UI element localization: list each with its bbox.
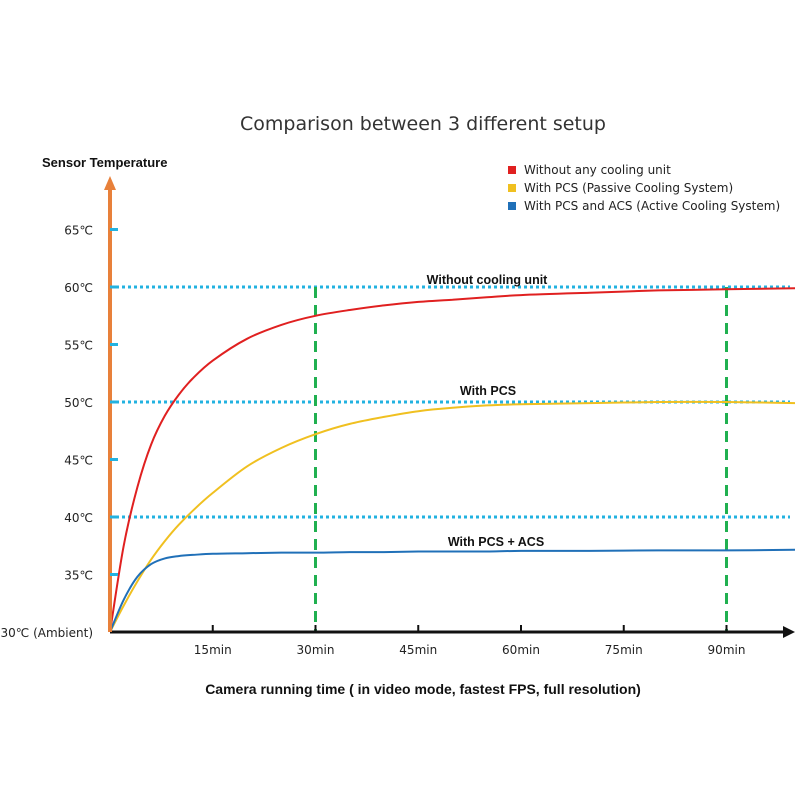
chart-title: Comparison between 3 different setup (240, 113, 606, 135)
x-axis-arrow (783, 626, 795, 638)
reference-labels: Without cooling unit With PCS With PCS + A… (427, 273, 549, 549)
x-ticks: 15min 30min 45min 60min 75min 90min (194, 625, 746, 657)
x-tick-label-0: 15min (194, 643, 232, 657)
y-tick-label-0: 30℃ (Ambient) (1, 626, 93, 640)
legend-swatch-0 (508, 166, 516, 174)
reference-label-2: With PCS + ACS (448, 535, 544, 549)
legend-label-0: Without any cooling unit (524, 163, 671, 177)
y-tick-label-7: 65℃ (64, 224, 93, 238)
vertical-markers (314, 287, 728, 632)
axes (104, 176, 795, 638)
x-tick-label-2: 45min (399, 643, 437, 657)
x-tick-label-5: 90min (708, 643, 746, 657)
series-line-0 (109, 287, 796, 633)
y-tick-label-1: 35℃ (64, 569, 93, 583)
reference-label-0: Without cooling unit (427, 273, 549, 287)
x-tick-label-1: 30min (297, 643, 335, 657)
x-tick-label-3: 60min (502, 643, 540, 657)
y-axis-label: Sensor Temperature (42, 155, 167, 170)
legend: Without any cooling unit With PCS (Passiv… (508, 163, 780, 213)
legend-label-1: With PCS (Passive Cooling System) (524, 181, 733, 195)
y-tick-label-3: 45℃ (64, 454, 93, 468)
reference-label-1: With PCS (460, 384, 516, 398)
legend-swatch-2 (508, 202, 516, 210)
y-tick-label-4: 50℃ (64, 396, 93, 410)
y-axis-arrow (104, 176, 116, 190)
y-tick-label-6: 60℃ (64, 281, 93, 295)
x-axis-label: Camera running time ( in video mode, fas… (205, 681, 641, 697)
y-ticks: 30℃ (Ambient) 35℃ 40℃ 45℃ 50℃ 55℃ 60℃ 65℃ (1, 224, 118, 640)
x-tick-label-4: 75min (605, 643, 643, 657)
series-line-2 (109, 548, 796, 633)
series-line-1 (109, 400, 796, 633)
legend-swatch-1 (508, 184, 516, 192)
legend-label-2: With PCS and ACS (Active Cooling System) (524, 199, 780, 213)
y-tick-label-2: 40℃ (64, 511, 93, 525)
series-lines (109, 287, 796, 633)
y-tick-label-5: 55℃ (64, 339, 93, 353)
